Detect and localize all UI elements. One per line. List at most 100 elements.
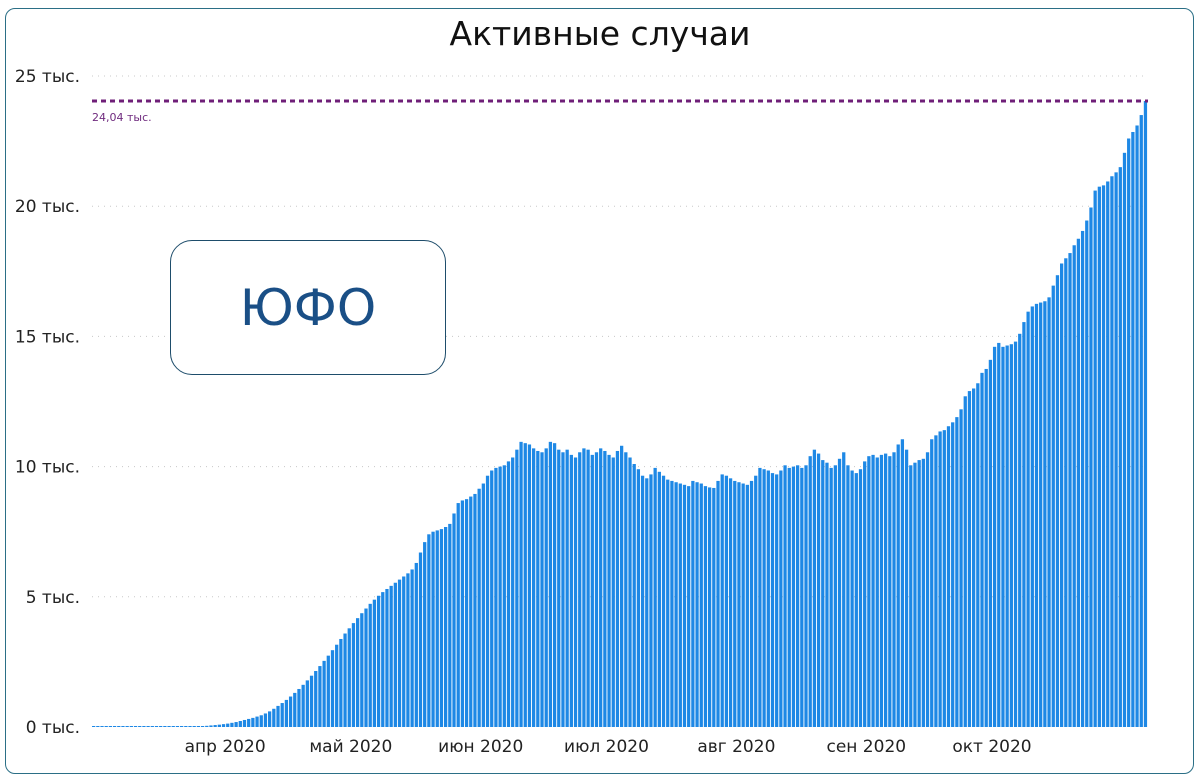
bar (280, 703, 284, 727)
bar (842, 452, 846, 727)
region-label: ЮФО (239, 278, 377, 337)
y-tick-label: 25 тыс. (15, 67, 80, 87)
bar (536, 450, 540, 727)
bar (544, 448, 548, 727)
bar (469, 496, 473, 727)
bar (418, 552, 423, 727)
bar (724, 475, 729, 727)
bar (435, 530, 439, 727)
bar (766, 470, 770, 727)
bar (976, 383, 980, 727)
bar (444, 527, 448, 727)
bar (1114, 172, 1118, 728)
bar (703, 486, 708, 727)
bar (376, 595, 381, 727)
bar (967, 391, 972, 727)
bar (209, 725, 213, 727)
bar (808, 456, 812, 727)
bar (879, 454, 884, 727)
bar (364, 608, 368, 727)
bar (615, 450, 620, 727)
bar (171, 726, 175, 727)
bar (628, 457, 632, 727)
bar (217, 724, 221, 727)
bar (184, 726, 188, 727)
bar (1013, 341, 1018, 727)
bar (485, 475, 490, 727)
bar (452, 513, 456, 727)
bar (1034, 303, 1039, 727)
bar (397, 579, 402, 727)
bar (909, 465, 913, 727)
bar (339, 638, 343, 727)
bar (410, 569, 414, 727)
bar (900, 439, 905, 727)
y-tick-label: 5 тыс. (26, 588, 80, 608)
bar (112, 726, 117, 727)
bar (117, 726, 121, 727)
bar (653, 467, 657, 727)
y-tick-label: 15 тыс. (15, 327, 80, 347)
bar (599, 448, 603, 727)
bar (1051, 285, 1055, 727)
bar (733, 480, 737, 727)
bar (1005, 345, 1009, 727)
bar (821, 460, 825, 727)
bar (423, 542, 427, 727)
bar (356, 618, 360, 727)
bar (385, 588, 389, 727)
bar (1085, 220, 1089, 727)
bar (213, 725, 217, 727)
bar (796, 465, 800, 727)
bar (427, 534, 431, 727)
bar (800, 467, 804, 727)
bar (234, 722, 238, 727)
bar (666, 479, 670, 727)
bar (1022, 322, 1026, 727)
bar (1068, 253, 1072, 727)
bar (272, 708, 276, 727)
bar (636, 469, 641, 727)
bar (938, 431, 942, 727)
bar (129, 726, 133, 727)
bar (863, 461, 867, 727)
bar (716, 480, 720, 727)
bar (301, 684, 305, 727)
bar (640, 475, 645, 727)
bar (150, 726, 154, 727)
bar (745, 484, 749, 727)
bar (414, 562, 418, 727)
bar (1089, 207, 1093, 727)
bar (314, 671, 318, 727)
bar (925, 452, 930, 727)
bar (1009, 344, 1013, 727)
bar (930, 439, 934, 727)
bar (674, 482, 678, 727)
y-tick-label: 0 тыс. (26, 718, 80, 738)
bar (888, 456, 892, 727)
bar (142, 726, 146, 727)
bar (372, 599, 377, 727)
x-tick-label: июн 2020 (438, 737, 523, 757)
bar (850, 470, 854, 727)
bar (942, 430, 946, 727)
bar (988, 359, 993, 727)
bar (205, 725, 209, 727)
bar (1039, 302, 1043, 727)
reference-line-label: 24,04 тыс. (92, 111, 152, 124)
bar (1055, 275, 1060, 727)
bar (557, 449, 561, 727)
bar (846, 465, 850, 727)
bar (955, 417, 959, 727)
bar (1143, 101, 1148, 727)
bar (259, 715, 263, 727)
bar (1018, 333, 1022, 727)
bar (699, 483, 703, 727)
bar (1101, 185, 1106, 727)
bar (590, 454, 594, 727)
bar (1047, 297, 1051, 727)
bar (720, 474, 724, 727)
bar (582, 448, 586, 727)
bar (708, 487, 712, 727)
bar (1122, 152, 1127, 727)
